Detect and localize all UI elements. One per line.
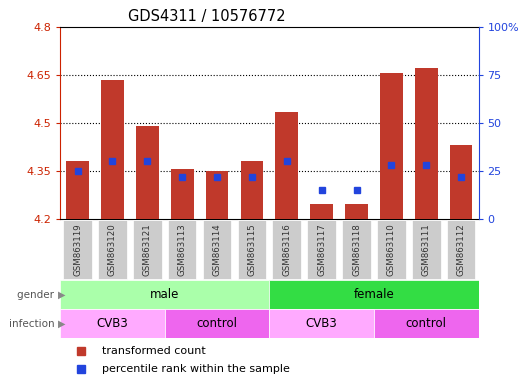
Text: CVB3: CVB3: [306, 317, 337, 330]
Text: infection: infection: [9, 318, 58, 329]
Text: GSM863110: GSM863110: [387, 223, 396, 276]
Bar: [101, 80, 124, 219]
Text: male: male: [150, 288, 179, 301]
Text: GSM863118: GSM863118: [352, 223, 361, 276]
Bar: [133, 220, 162, 279]
Bar: [60, 309, 165, 338]
Text: GSM863112: GSM863112: [457, 223, 465, 276]
Text: GSM863121: GSM863121: [143, 223, 152, 276]
Text: female: female: [354, 288, 394, 301]
Text: GSM863119: GSM863119: [73, 223, 82, 276]
Text: GSM863113: GSM863113: [178, 223, 187, 276]
Bar: [63, 220, 92, 279]
Bar: [237, 220, 266, 279]
Bar: [136, 126, 158, 219]
Bar: [165, 309, 269, 338]
Text: GSM863117: GSM863117: [317, 223, 326, 276]
Text: gender: gender: [17, 290, 58, 300]
Title: GDS4311 / 10576772: GDS4311 / 10576772: [128, 9, 286, 24]
Bar: [66, 161, 89, 219]
Text: CVB3: CVB3: [97, 317, 128, 330]
Bar: [342, 220, 371, 279]
Bar: [310, 205, 333, 219]
Bar: [345, 205, 368, 219]
Bar: [60, 280, 269, 309]
Text: ▶: ▶: [58, 318, 65, 329]
Bar: [374, 309, 479, 338]
Bar: [377, 220, 406, 279]
Text: GSM863116: GSM863116: [282, 223, 291, 276]
Bar: [412, 220, 440, 279]
Text: ▶: ▶: [58, 290, 65, 300]
Text: control: control: [406, 317, 447, 330]
Bar: [241, 161, 263, 219]
Text: control: control: [197, 317, 237, 330]
Bar: [415, 68, 438, 219]
Bar: [203, 220, 231, 279]
Text: GSM863120: GSM863120: [108, 223, 117, 276]
Text: percentile rank within the sample: percentile rank within the sample: [102, 364, 290, 374]
Bar: [98, 220, 127, 279]
Bar: [269, 309, 374, 338]
Text: GSM863111: GSM863111: [422, 223, 431, 276]
Text: GSM863114: GSM863114: [212, 223, 222, 276]
Bar: [171, 169, 194, 219]
Text: transformed count: transformed count: [102, 346, 206, 356]
Bar: [168, 220, 197, 279]
Bar: [447, 220, 475, 279]
Bar: [308, 220, 336, 279]
Bar: [269, 280, 479, 309]
Bar: [450, 145, 472, 219]
Bar: [272, 220, 301, 279]
Bar: [380, 73, 403, 219]
Bar: [276, 112, 298, 219]
Bar: [206, 171, 229, 219]
Text: GSM863115: GSM863115: [247, 223, 256, 276]
